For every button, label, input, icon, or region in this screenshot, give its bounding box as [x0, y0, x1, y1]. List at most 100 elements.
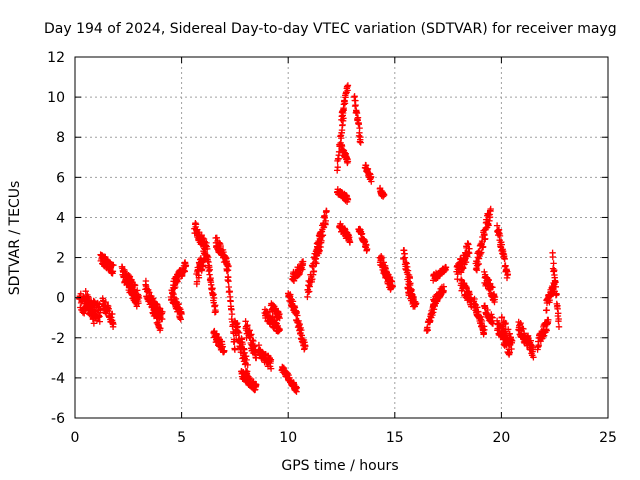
data-point: [250, 337, 257, 345]
data-point: [126, 273, 134, 280]
data-point: [133, 295, 140, 302]
data-point: [555, 315, 562, 323]
y-tick-label: 0: [56, 291, 65, 307]
data-point: [253, 381, 260, 388]
data-point: [520, 325, 527, 333]
data-point: [555, 323, 563, 330]
data-point: [401, 254, 409, 261]
data-point: [334, 164, 341, 171]
x-tick-label: 10: [279, 430, 297, 446]
data-point: [319, 232, 327, 239]
data-point: [363, 245, 371, 253]
data-point: [460, 265, 467, 272]
data-point: [314, 240, 322, 247]
data-point: [239, 340, 246, 348]
y-tick-label: -2: [51, 331, 65, 347]
data-point: [442, 264, 450, 271]
data-point: [221, 347, 228, 354]
data-point: [310, 268, 318, 275]
data-point: [357, 133, 364, 141]
x-axis-label: GPS time / hours: [281, 458, 398, 474]
data-point: [182, 262, 190, 269]
data-point: [228, 310, 236, 318]
data-point: [380, 191, 388, 199]
data-point: [341, 100, 349, 107]
data-point: [323, 207, 330, 215]
data-point: [102, 298, 109, 306]
data-point: [402, 259, 410, 266]
data-point: [389, 283, 396, 290]
data-point: [404, 267, 412, 274]
data-point: [121, 266, 128, 273]
data-point: [424, 326, 431, 334]
data-point: [305, 289, 312, 296]
y-tick-label: -6: [51, 411, 65, 427]
data-point: [204, 245, 211, 253]
data-point: [244, 321, 251, 329]
data-point: [299, 258, 307, 265]
x-tick-label: 20: [492, 430, 510, 446]
y-tick-label: 12: [47, 50, 65, 66]
data-point: [313, 260, 320, 267]
data-point: [294, 312, 301, 319]
data-point: [539, 333, 547, 340]
y-tick-label: 6: [56, 170, 65, 186]
data-point: [181, 268, 188, 275]
data-point: [481, 326, 488, 333]
data-point: [505, 326, 512, 333]
data-point: [508, 337, 516, 344]
axis-ticks: [74, 56, 609, 419]
data-point: [249, 336, 256, 344]
data-point: [501, 255, 508, 263]
data-point: [489, 284, 496, 291]
data-point: [485, 222, 492, 229]
data-point: [90, 320, 98, 327]
data-point: [193, 278, 201, 285]
data-point: [430, 309, 437, 316]
data-point: [468, 303, 475, 310]
x-tick-label: 5: [177, 430, 186, 446]
x-tick-labels: 0 5 10 15 20 25: [71, 430, 617, 446]
y-tick-label: -4: [51, 371, 65, 387]
data-point: [479, 243, 487, 251]
data-point: [247, 332, 254, 339]
data-point: [496, 232, 504, 240]
y-tick-labels: -6 -4 -2 0 2 4 6 8 10 12: [47, 50, 65, 427]
data-point: [304, 293, 311, 301]
chart-title: Day 194 of 2024, Sidereal Day-to-day VTE…: [44, 21, 617, 37]
data-point: [90, 297, 97, 305]
data-point: [555, 310, 562, 317]
data-point: [493, 317, 501, 324]
data-point: [231, 346, 239, 353]
data-point: [267, 356, 275, 363]
y-tick-label: 10: [47, 90, 65, 106]
data-point: [241, 349, 248, 356]
data-point: [462, 259, 470, 266]
data-point: [478, 249, 485, 256]
data-point: [353, 109, 361, 117]
data-point: [195, 274, 203, 281]
y-tick-label: 2: [56, 251, 65, 267]
data-point: [224, 267, 231, 274]
data-point: [109, 310, 116, 318]
x-tick-label: 0: [71, 430, 80, 446]
data-point: [344, 82, 352, 89]
data-point: [549, 253, 556, 261]
data-point: [276, 314, 283, 322]
data-point: [491, 293, 499, 301]
data-point: [485, 277, 492, 284]
data-point: [440, 283, 447, 290]
data-point: [172, 295, 180, 303]
data-point: [105, 305, 112, 313]
data-point: [465, 241, 472, 248]
x-tick-label: 25: [599, 430, 617, 446]
y-axis-label: SDTVAR / TECUs: [7, 181, 23, 296]
data-point: [356, 124, 363, 132]
data-point: [209, 285, 216, 292]
data-point: [210, 294, 218, 302]
data-point: [234, 328, 242, 336]
data-point: [498, 313, 506, 321]
data-point: [248, 331, 255, 338]
data-point: [482, 235, 489, 242]
